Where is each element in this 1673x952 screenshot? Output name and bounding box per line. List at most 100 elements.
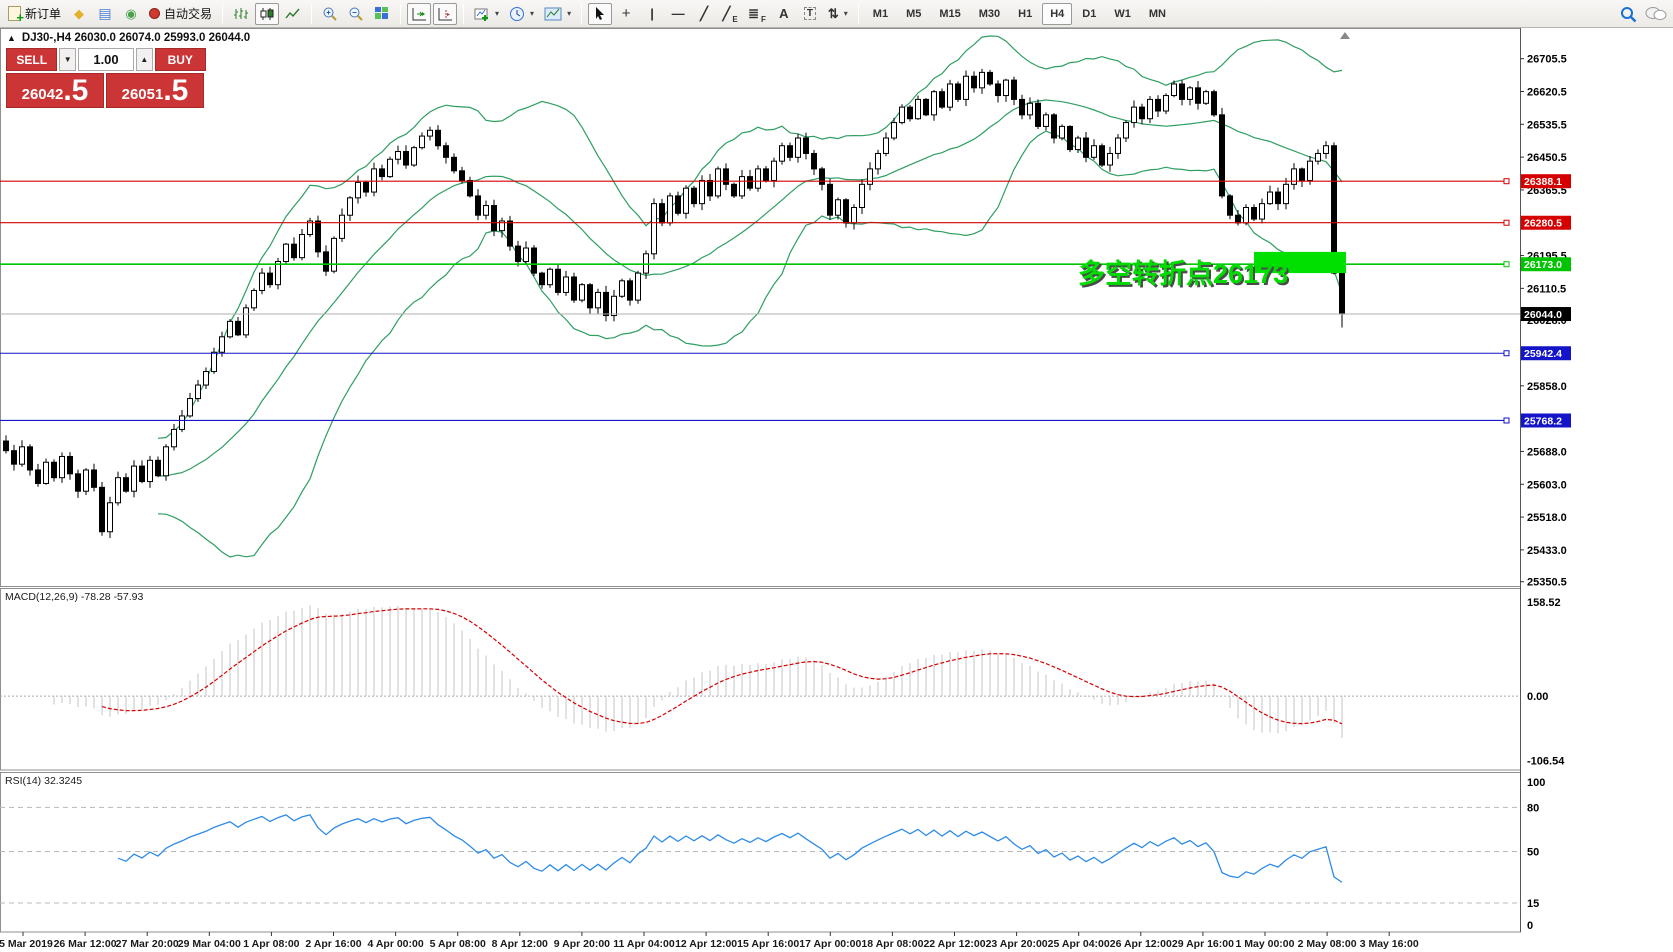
navigator-button[interactable]: ◉ (119, 3, 143, 25)
one-click-trading-panel: SELL ▼ ▲ BUY 26042.5 26051.5 (6, 48, 206, 108)
svg-text:158.52: 158.52 (1527, 597, 1561, 609)
chart-title: ▲ DJ30-,H4 26030.0 26074.0 25993.0 26044… (7, 32, 250, 44)
periods-button[interactable]: ▾ (505, 3, 538, 25)
tab-timeframe-d1[interactable]: D1 (1082, 7, 1097, 20)
bars-chart-icon (234, 7, 249, 19)
chevron-down-icon: ▾ (567, 9, 572, 18)
chat-icon[interactable] (1645, 6, 1667, 22)
zoom-in-icon (323, 7, 337, 21)
svg-text:25768.2: 25768.2 (1524, 415, 1562, 427)
svg-text:26 Apr 12:00: 26 Apr 12:00 (1110, 938, 1172, 950)
svg-text:26620.5: 26620.5 (1527, 86, 1567, 98)
horizontal-line-icon: — (671, 6, 685, 21)
text-label-icon: T (803, 7, 816, 20)
price-tag-25768.2: 25768.2 (1521, 413, 1571, 428)
chart-title-text: DJ30-,H4 26030.0 26074.0 25993.0 26044.0 (21, 32, 251, 44)
svg-text:11 Apr 04:00: 11 Apr 04:00 (613, 938, 675, 950)
auto-trading-button[interactable]: 自动交易 (145, 3, 216, 25)
new-order-label: 新订单 (25, 7, 62, 21)
svg-text:0.00: 0.00 (1527, 691, 1548, 703)
svg-text:25858.0: 25858.0 (1527, 381, 1567, 393)
svg-text:26535.5: 26535.5 (1527, 119, 1567, 131)
svg-text:25 Apr 04:00: 25 Apr 04:00 (1048, 938, 1110, 950)
price-tag-26280.5: 26280.5 (1521, 215, 1571, 230)
data-window-icon: ▤ (98, 5, 112, 21)
macd-pane (53, 605, 1343, 738)
buy-price[interactable]: 26051.5 (106, 73, 204, 108)
vertical-line-tool-button[interactable]: | (640, 3, 664, 25)
chart-bars-button[interactable] (229, 3, 253, 25)
collapse-triangle-icon[interactable]: ▲ (7, 33, 16, 43)
fibonacci-tool-button[interactable]: ≣ F (744, 3, 770, 25)
market-watch-button[interactable]: ◆ (67, 3, 91, 25)
search-icon[interactable] (1620, 6, 1637, 23)
buy-button[interactable]: BUY (154, 48, 206, 71)
line-chart-icon (285, 8, 300, 18)
channel-tool-button[interactable]: ╱ E (718, 3, 742, 25)
price-chart[interactable]: 26705.526620.526535.526450.526365.526195… (0, 28, 1673, 952)
chart-line-button[interactable] (281, 3, 305, 25)
svg-text:23 Apr 20:00: 23 Apr 20:00 (986, 938, 1048, 950)
tab-timeframe-h4[interactable]: H4 (1042, 2, 1073, 25)
svg-text:26173.0: 26173.0 (1524, 259, 1562, 271)
svg-text:2 Apr 16:00: 2 Apr 16:00 (305, 938, 361, 950)
main-toolbar: 新订单 ◆ ▤ ◉ 自动交易 ▾ ▾ (0, 0, 1673, 28)
tab-timeframe-h1[interactable]: H1 (1018, 7, 1033, 20)
svg-text:9 Apr 20:00: 9 Apr 20:00 (554, 938, 610, 950)
svg-text:25 Mar 2019: 25 Mar 2019 (0, 938, 53, 950)
zoom-in-button[interactable] (318, 3, 342, 25)
chevron-down-icon: ▾ (843, 9, 848, 18)
tab-timeframe-w1[interactable]: W1 (1114, 7, 1131, 20)
sell-button[interactable]: SELL (6, 48, 58, 71)
trendline-tool-button[interactable]: ╱ (692, 3, 716, 25)
pane-borders (0, 28, 1521, 933)
svg-text:4 Apr 00:00: 4 Apr 00:00 (367, 938, 423, 950)
rsi-label: RSI(14) 32.3245 (5, 775, 83, 787)
svg-text:29 Mar 04:00: 29 Mar 04:00 (178, 938, 241, 950)
tab-timeframe-m5[interactable]: M5 (906, 7, 922, 20)
chart-shift-button[interactable] (433, 2, 458, 25)
template-icon (544, 7, 562, 20)
chart-candles-button[interactable] (255, 2, 280, 25)
cursor-tool-button[interactable] (588, 2, 613, 25)
text-label-tool-button[interactable]: T (798, 3, 822, 25)
fibonacci-icon: ≣ (748, 6, 759, 21)
tile-windows-button[interactable] (370, 3, 394, 25)
chart-shift-marker (1340, 32, 1350, 39)
chevron-down-icon: ▾ (495, 9, 500, 18)
arrows-tool-button[interactable]: ⇅ ▾ (824, 3, 852, 25)
text-tool-button[interactable]: A (772, 3, 796, 25)
tab-timeframe-mn[interactable]: MN (1148, 7, 1166, 20)
templates-button[interactable]: ▾ (540, 3, 575, 25)
svg-text:26044.0: 26044.0 (1524, 309, 1562, 321)
price-tag-25942.4: 25942.4 (1521, 346, 1571, 361)
svg-text:3 May 16:00: 3 May 16:00 (1360, 938, 1419, 950)
new-order-button[interactable]: 新订单 (4, 3, 65, 25)
svg-text:25688.0: 25688.0 (1527, 446, 1567, 458)
new-order-icon (8, 6, 24, 25)
data-window-button[interactable]: ▤ (93, 3, 117, 25)
new-chart-button[interactable]: ▾ (470, 3, 503, 25)
svg-text:1 May 00:00: 1 May 00:00 (1236, 938, 1295, 950)
volume-input[interactable] (78, 48, 134, 71)
tab-timeframe-m15[interactable]: M15 (939, 7, 961, 20)
svg-text:18 Apr 08:00: 18 Apr 08:00 (861, 938, 923, 950)
sell-price[interactable]: 26042.5 (6, 73, 104, 108)
toolbar-separator (222, 3, 224, 24)
auto-trading-icon (149, 8, 161, 19)
auto-scroll-button[interactable] (407, 2, 432, 25)
tab-timeframe-m1[interactable]: M1 (872, 7, 889, 20)
tab-timeframe-m30[interactable]: M30 (978, 7, 1001, 20)
volume-decrease-button[interactable]: ▼ (59, 48, 76, 71)
svg-text:0: 0 (1527, 920, 1533, 932)
volume-increase-button[interactable]: ▲ (136, 48, 153, 71)
crosshair-tool-button[interactable]: + (614, 3, 638, 25)
svg-text:26450.5: 26450.5 (1527, 152, 1567, 164)
price-tag-26173.0: 26173.0 (1521, 257, 1571, 272)
buy-price-main: 26051 (121, 85, 164, 103)
zoom-out-button[interactable] (344, 3, 368, 25)
arrows-icon: ⇅ (827, 6, 839, 21)
horizontal-line-tool-button[interactable]: — (666, 3, 690, 25)
svg-text:100: 100 (1527, 777, 1545, 789)
